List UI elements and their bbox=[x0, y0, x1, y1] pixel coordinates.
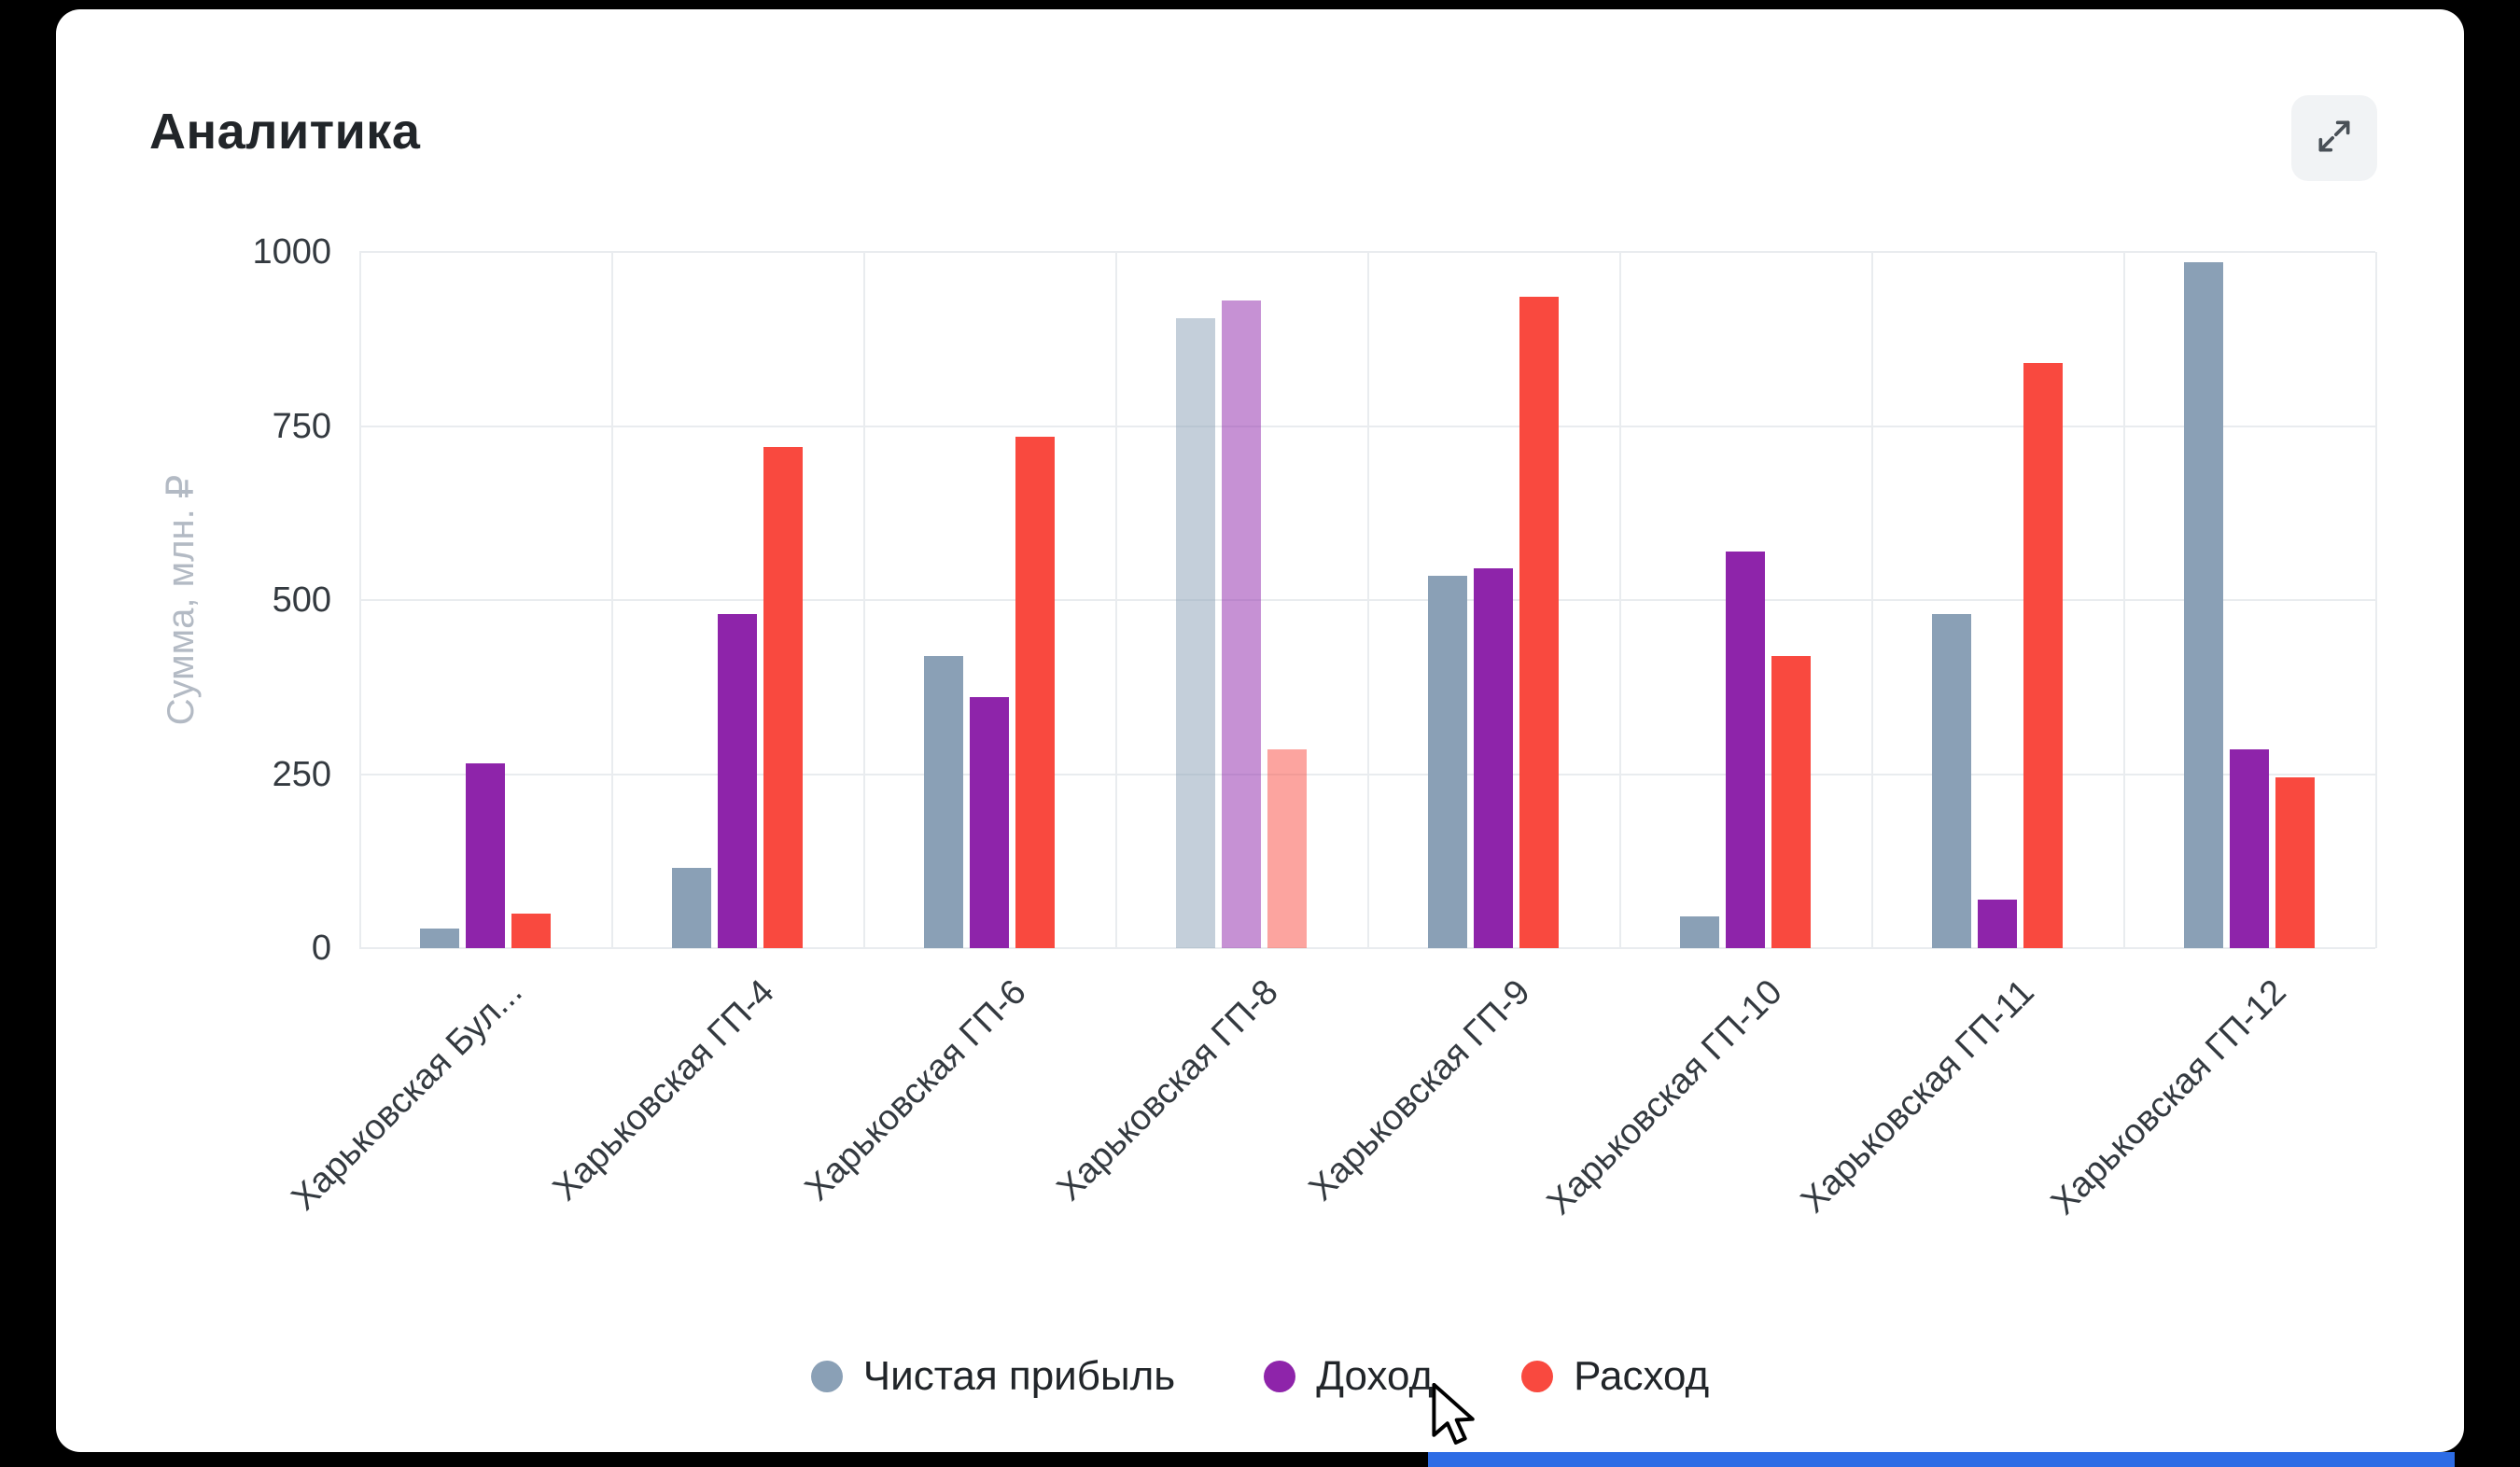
bar[interactable] bbox=[1978, 899, 2017, 948]
legend-item-net-profit[interactable]: Чистая прибыль bbox=[810, 1353, 1176, 1400]
bar[interactable] bbox=[466, 763, 505, 948]
analytics-card: Аналитика Сумма, млн. ₽ 0 250 500 750 1000 Ха… bbox=[56, 9, 2464, 1452]
legend-item-expense[interactable]: Расход bbox=[1521, 1353, 1709, 1400]
expand-button[interactable] bbox=[2291, 95, 2377, 181]
horizontal-gridline bbox=[359, 773, 2375, 775]
bar[interactable] bbox=[1176, 317, 1215, 948]
bar[interactable] bbox=[1428, 575, 1467, 948]
legend-label: Доход bbox=[1316, 1353, 1434, 1399]
bar[interactable] bbox=[2023, 363, 2063, 948]
horizontal-gridline bbox=[359, 947, 2375, 949]
horizontal-gridline bbox=[359, 251, 2375, 253]
legend-label: Чистая прибыль bbox=[862, 1353, 1176, 1399]
bar[interactable] bbox=[1771, 655, 1811, 948]
expand-icon bbox=[2314, 116, 2355, 161]
bar[interactable] bbox=[718, 613, 757, 948]
bar[interactable] bbox=[1519, 297, 1559, 948]
bar[interactable] bbox=[1474, 568, 1513, 948]
legend-dot-income bbox=[1264, 1361, 1296, 1392]
page-title: Аналитика bbox=[149, 104, 421, 160]
bar[interactable] bbox=[2230, 749, 2269, 948]
y-tick-label: 1000 bbox=[252, 232, 331, 272]
bar[interactable] bbox=[1680, 916, 1719, 948]
bar[interactable] bbox=[1015, 436, 1055, 948]
horizontal-gridline bbox=[359, 599, 2375, 601]
y-tick-label: 0 bbox=[311, 929, 331, 968]
bar[interactable] bbox=[970, 697, 1009, 948]
bottom-blue-bar bbox=[1428, 1452, 2455, 1467]
y-tick-label: 250 bbox=[272, 754, 331, 794]
y-tick-label: 750 bbox=[272, 406, 331, 446]
bar[interactable] bbox=[1932, 613, 1971, 948]
vertical-gridline bbox=[2375, 252, 2377, 948]
bar[interactable] bbox=[1726, 551, 1765, 948]
legend-item-income[interactable]: Доход bbox=[1264, 1353, 1433, 1400]
bar[interactable] bbox=[924, 655, 963, 948]
horizontal-gridline bbox=[359, 425, 2375, 427]
bar[interactable] bbox=[672, 868, 711, 948]
y-tick-label: 500 bbox=[272, 580, 331, 620]
bar[interactable] bbox=[1267, 749, 1307, 948]
legend-dot-net-profit bbox=[810, 1361, 843, 1392]
bar[interactable] bbox=[420, 929, 459, 948]
chart-legend: Чистая прибыль Доход Расход bbox=[56, 1353, 2464, 1400]
mouse-cursor bbox=[1430, 1382, 1478, 1455]
legend-label: Расход bbox=[1574, 1353, 1710, 1399]
bar[interactable] bbox=[1222, 300, 1261, 948]
bar[interactable] bbox=[763, 446, 803, 948]
legend-dot-expense bbox=[1521, 1361, 1554, 1392]
bar[interactable] bbox=[2275, 777, 2315, 948]
bar[interactable] bbox=[2184, 262, 2223, 948]
bar[interactable] bbox=[511, 913, 551, 948]
